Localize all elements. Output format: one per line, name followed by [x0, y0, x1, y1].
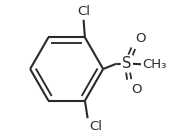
Text: CH₃: CH₃ — [142, 58, 167, 71]
Text: O: O — [136, 32, 146, 45]
Text: S: S — [122, 56, 132, 71]
Text: Cl: Cl — [77, 5, 90, 18]
Text: Cl: Cl — [89, 120, 102, 133]
Text: O: O — [131, 83, 141, 95]
